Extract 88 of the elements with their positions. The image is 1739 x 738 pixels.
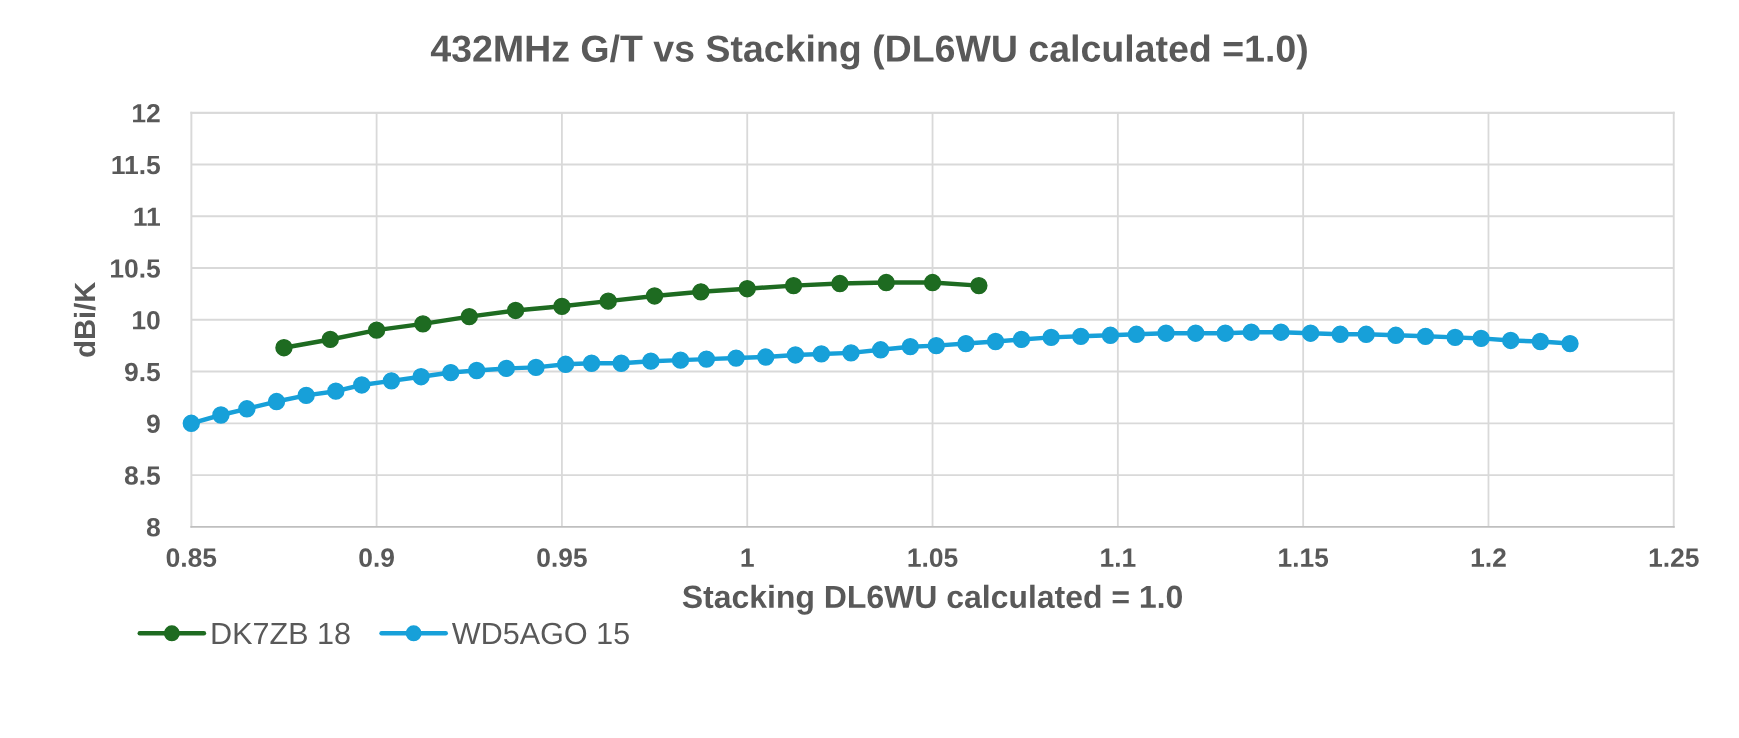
point (1216, 324, 1235, 342)
point (460, 307, 478, 326)
point (901, 338, 919, 356)
point (582, 354, 601, 372)
point (692, 283, 710, 301)
point (1357, 325, 1375, 343)
x-tick-label: 1.25 (1649, 548, 1699, 567)
point (786, 346, 805, 364)
point (553, 297, 571, 316)
point (414, 315, 432, 333)
point (1012, 330, 1031, 349)
point (182, 414, 200, 432)
point (497, 359, 516, 378)
y-tick-label: 9 (146, 414, 160, 434)
x-tick-label: 0.95 (537, 548, 587, 567)
point (1301, 324, 1320, 342)
y-tick-label: 10 (133, 310, 160, 330)
point (957, 334, 975, 353)
point (877, 273, 895, 292)
point (212, 406, 230, 424)
point (556, 355, 575, 373)
point (1157, 324, 1175, 342)
x-tick-label: 1.05 (908, 548, 958, 567)
y-tick-label: 9.5 (124, 362, 160, 382)
point (467, 361, 486, 380)
point (367, 321, 386, 339)
x-tick-label: 1.1 (1101, 548, 1136, 567)
point (267, 392, 286, 411)
point (275, 339, 293, 357)
point (1531, 332, 1550, 351)
point (1187, 324, 1205, 342)
point (923, 273, 942, 292)
point (738, 280, 756, 298)
point (757, 348, 775, 366)
point (1242, 323, 1260, 341)
point (527, 358, 545, 377)
point (1272, 323, 1290, 341)
x-tick-label: 1 (741, 548, 754, 567)
point (1072, 327, 1090, 346)
y-axis-title: dBi/K (73, 281, 96, 357)
point (506, 301, 525, 320)
point (612, 354, 630, 372)
point (321, 330, 339, 349)
point (842, 344, 860, 362)
point (784, 276, 803, 295)
point (871, 341, 890, 359)
point (970, 276, 988, 295)
point (1387, 326, 1405, 344)
x-tick-label: 1.2 (1471, 548, 1506, 567)
point (382, 372, 401, 390)
point (442, 363, 460, 382)
point (1416, 327, 1435, 346)
y-tick-label: 11 (134, 207, 160, 226)
y-tick-label: 12 (133, 103, 160, 123)
point (412, 368, 430, 386)
x-tick-label: 0.9 (359, 548, 394, 567)
point (671, 351, 690, 369)
point (1042, 328, 1060, 347)
point (986, 332, 1005, 351)
y-tick-label: 8.5 (124, 466, 160, 485)
point (599, 292, 617, 310)
point (1127, 325, 1146, 343)
legend-label: DK7ZB 18 (212, 622, 350, 645)
point (642, 352, 660, 370)
y-tick-label: 8 (146, 517, 160, 537)
point (697, 350, 716, 368)
y-tick-label: 10.5 (111, 259, 160, 278)
point (645, 287, 664, 305)
point (238, 400, 256, 418)
point (927, 336, 945, 355)
point (353, 376, 371, 394)
point (1101, 326, 1120, 344)
point (327, 382, 345, 400)
x-tick-label: 1.15 (1279, 548, 1329, 567)
point (812, 345, 831, 363)
point (1561, 334, 1579, 353)
chart-title: 432MHz G/T vs Stacking (DL6WU calculated =1.0) (430, 34, 1307, 70)
point (297, 386, 315, 405)
point (1331, 325, 1349, 343)
legend-label: WD5AGO 15 (451, 622, 629, 645)
point (1446, 328, 1464, 347)
x-tick-label: 0.85 (166, 548, 217, 567)
point (831, 274, 849, 293)
point (1472, 329, 1490, 348)
point (727, 349, 745, 367)
x-axis-title: Stacking DL6WU calculated = 1.0 (682, 584, 1182, 615)
point (1502, 331, 1520, 350)
y-tick-label: 11.5 (112, 155, 160, 175)
